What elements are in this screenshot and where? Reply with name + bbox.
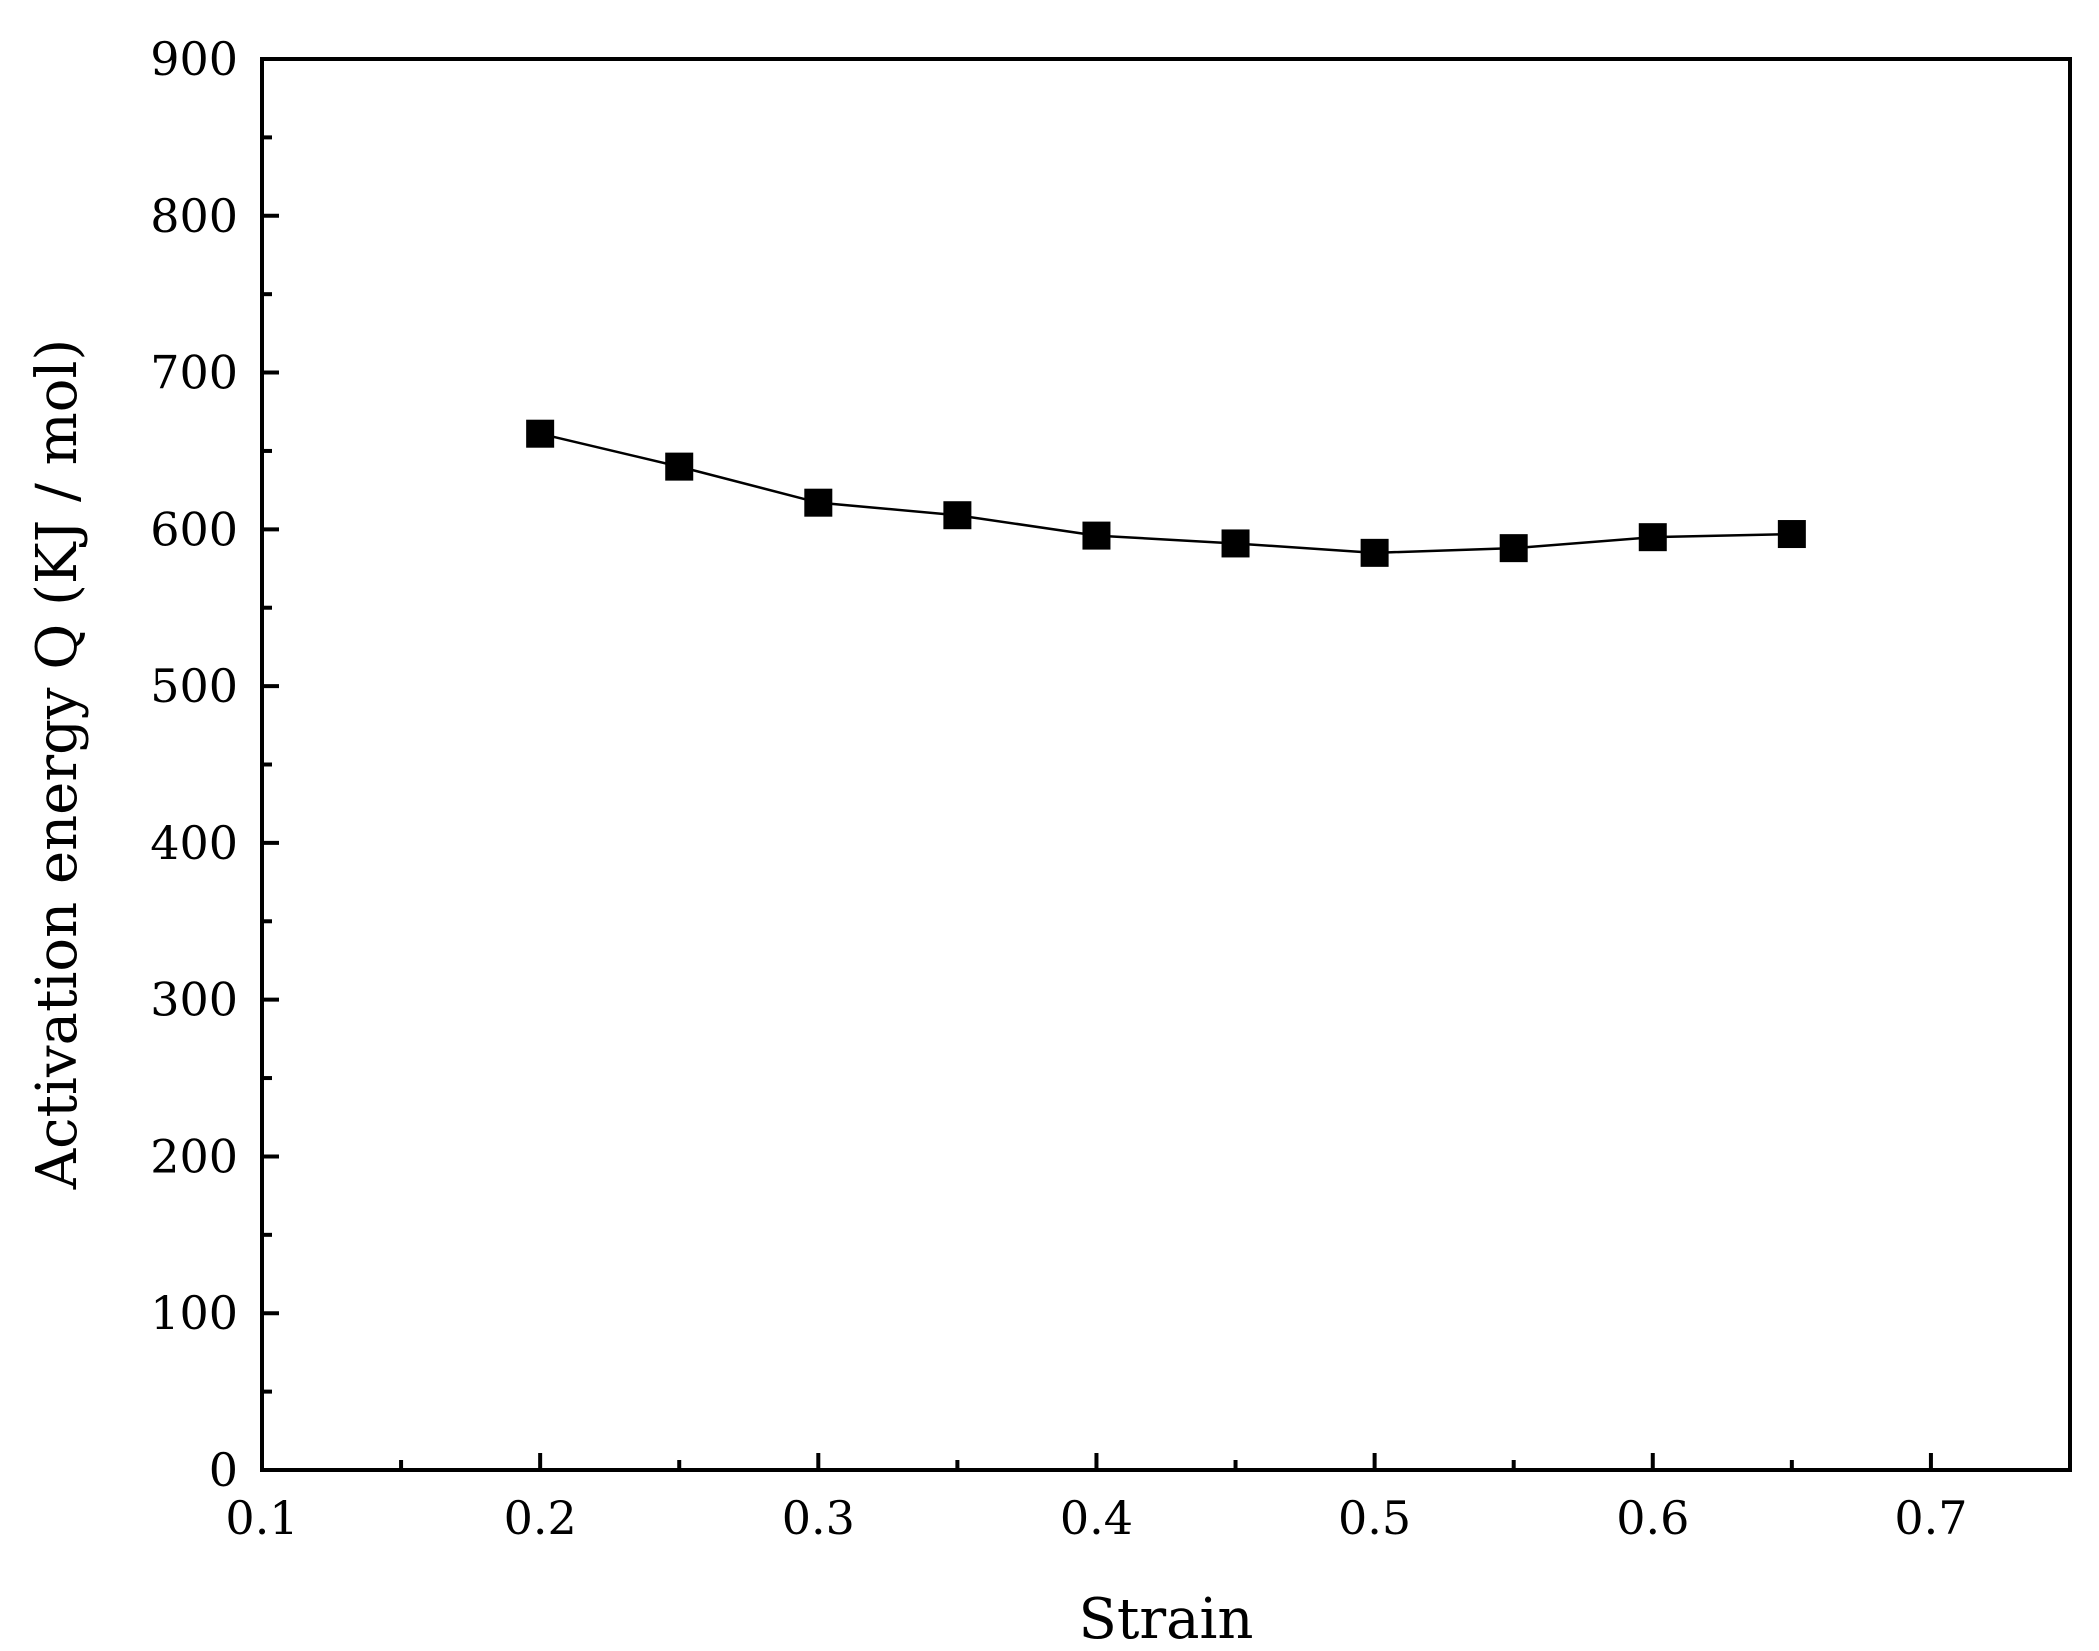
- x-axis-ticks: [260, 1453, 1933, 1470]
- series-line: [539, 432, 1792, 555]
- y-tick-label: 700: [150, 346, 238, 400]
- y-tick-label: 300: [150, 973, 238, 1027]
- data-point: [665, 452, 694, 481]
- data-point: [943, 501, 972, 530]
- x-tick-label: 0.4: [1060, 1491, 1133, 1545]
- series-group: [526, 419, 1806, 567]
- x-tick-label: 0.1: [225, 1491, 298, 1545]
- data-point: [1082, 521, 1111, 550]
- plot-frame: [260, 57, 2072, 1472]
- data-point: [1777, 520, 1806, 549]
- data-point: [1499, 534, 1528, 563]
- y-tick-label: 0: [209, 1443, 238, 1497]
- y-axis-tick-labels: 0 100 200 300 400 500 600 700 800 900: [150, 32, 238, 1497]
- x-axis-tick-labels: 0.1 0.2 0.3 0.4 0.5 0.6 0.7: [225, 1491, 1967, 1545]
- y-tick-label: 100: [150, 1286, 238, 1340]
- y-tick-label: 500: [150, 659, 238, 713]
- y-axis-ticks: [262, 57, 279, 1472]
- x-tick-label: 0.3: [782, 1491, 855, 1545]
- y-axis-title: Activation energy Q (KJ / mol): [25, 339, 90, 1191]
- y-tick-label: 600: [150, 502, 238, 556]
- y-tick-label: 200: [150, 1129, 238, 1183]
- x-tick-label: 0.2: [504, 1491, 577, 1545]
- x-axis-title: Strain: [1079, 1587, 1254, 1651]
- y-tick-label: 900: [150, 32, 238, 86]
- x-tick-label: 0.7: [1894, 1491, 1967, 1545]
- x-tick-label: 0.5: [1338, 1491, 1411, 1545]
- y-tick-label: 400: [150, 816, 238, 870]
- data-point: [526, 419, 555, 448]
- data-point: [1221, 529, 1250, 558]
- x-tick-label: 0.6: [1616, 1491, 1689, 1545]
- y-tick-label: 800: [150, 189, 238, 243]
- data-point: [1638, 523, 1667, 552]
- data-point: [804, 488, 833, 517]
- data-point: [1360, 538, 1389, 567]
